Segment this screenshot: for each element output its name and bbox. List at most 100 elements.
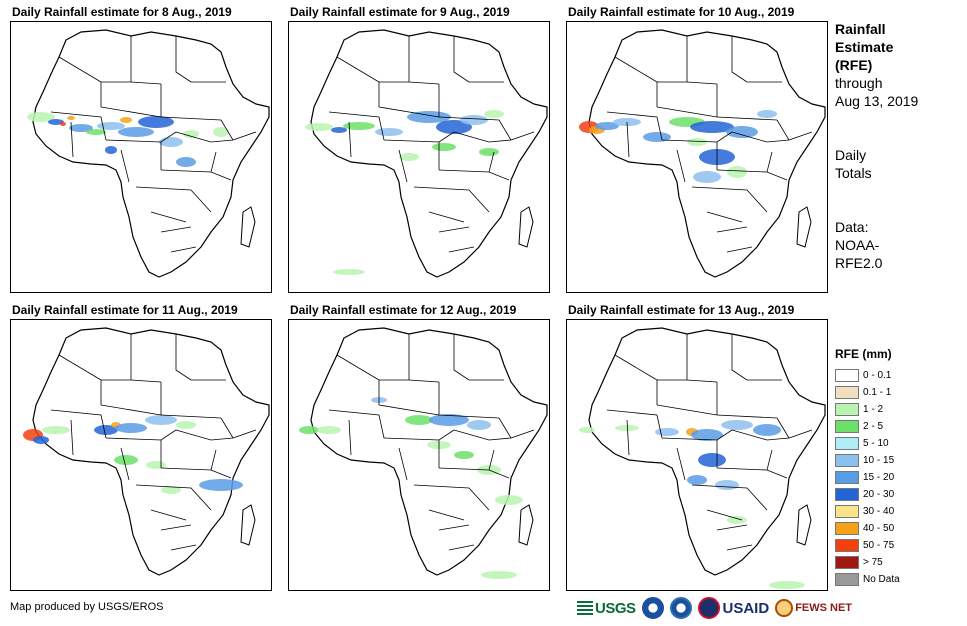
africa-coastline: [588, 327, 826, 576]
rainfall-map: [288, 21, 550, 293]
legend-swatch: [835, 471, 859, 484]
legend-item: 15 - 20: [835, 469, 960, 486]
madagascar-outline: [518, 206, 534, 248]
country-border: [453, 429, 512, 441]
country-border: [438, 414, 500, 419]
country-border: [438, 116, 500, 121]
rainfall-area: [33, 436, 49, 444]
country-border: [328, 111, 385, 141]
legend-item: 10 - 15: [835, 452, 960, 469]
legend-label: 10 - 15: [863, 455, 895, 466]
panel-5: Daily Rainfall estimate for 12 Aug., 201…: [288, 303, 550, 591]
totals-label: Daily Totals: [835, 146, 960, 182]
country-border: [706, 211, 743, 223]
africa-coastline: [32, 29, 270, 278]
rainfall-area: [176, 421, 196, 429]
legend-label: No Data: [863, 574, 900, 585]
rainfall-area: [105, 146, 117, 154]
rainfall-area: [432, 143, 456, 151]
country-border: [488, 151, 495, 173]
rainfall-area: [114, 455, 138, 465]
usaid-logo: USAID: [697, 597, 769, 619]
rainfall-area: [753, 424, 781, 436]
panel-4: Daily Rainfall estimate for 11 Aug., 201…: [10, 303, 272, 591]
legend-swatch: [835, 420, 859, 433]
country-border: [175, 131, 234, 143]
country-border: [210, 449, 217, 471]
country-border: [160, 226, 192, 233]
africa-map-svg: [23, 327, 270, 576]
legend-swatch: [835, 522, 859, 535]
madagascar-outline: [518, 504, 534, 546]
country-border: [428, 211, 465, 223]
rainfall-area: [643, 132, 671, 142]
rainfall-area: [333, 269, 365, 275]
country-border: [70, 419, 74, 456]
rainfall-area: [375, 128, 403, 136]
rainfall-area: [299, 426, 319, 434]
country-border: [726, 544, 753, 551]
rainfall-area: [399, 153, 419, 161]
legend-label: 15 - 20: [863, 472, 895, 483]
legend-label: 5 - 10: [863, 438, 889, 449]
rainfall-map: [10, 21, 272, 293]
rainfall-area: [305, 123, 333, 131]
country-border: [453, 131, 512, 143]
country-border: [378, 404, 440, 416]
country-border: [691, 186, 768, 213]
rainfall-area: [467, 420, 491, 430]
usgs-wave-icon: [577, 601, 593, 615]
rainfall-area: [615, 425, 639, 431]
credit-text: Map produced by USGS/EROS: [10, 601, 164, 613]
legend-label: 30 - 40: [863, 506, 895, 517]
legend-label: 0 - 0.1: [863, 370, 892, 381]
madagascar-outline: [240, 206, 256, 248]
country-border: [716, 116, 778, 121]
rainfall-area: [454, 451, 474, 459]
country-border: [731, 36, 748, 83]
legend-swatch: [835, 386, 859, 399]
rainfall-map: [566, 21, 828, 293]
rainfall-area: [118, 127, 154, 137]
madagascar-outline: [796, 504, 812, 546]
rainfall-area: [484, 110, 504, 118]
legend-item: No Data: [835, 571, 960, 588]
country-border: [656, 106, 718, 118]
panel-6: Daily Rainfall estimate for 13 Aug., 201…: [566, 303, 828, 591]
rainfall-area: [97, 122, 125, 130]
totals-line: Totals: [835, 165, 872, 181]
legend-label: 2 - 5: [863, 421, 884, 432]
legend-item: 0 - 0.1: [835, 367, 960, 384]
rainfall-area: [698, 453, 726, 467]
country-border: [453, 334, 470, 381]
country-border: [676, 149, 686, 183]
rainfall-area: [94, 425, 118, 435]
legend-item: 30 - 40: [835, 503, 960, 520]
rainfall-area: [86, 129, 106, 135]
country-border: [453, 36, 470, 83]
country-border: [448, 544, 475, 551]
rainfall-area: [769, 581, 805, 589]
country-border: [626, 419, 630, 456]
legend-swatch: [835, 437, 859, 450]
rainfall-area: [579, 427, 595, 433]
rainfall-area: [690, 121, 734, 133]
legend-swatch: [835, 369, 859, 382]
rainfall-area: [317, 426, 341, 434]
country-border: [716, 524, 748, 531]
country-border: [100, 106, 162, 118]
side-info: Rainfall Estimate (RFE) through Aug 13, …: [835, 20, 960, 272]
country-border: [328, 409, 385, 439]
africa-map-svg: [27, 29, 270, 278]
country-border: [210, 151, 217, 173]
rainfall-area: [405, 415, 433, 425]
rainfall-area: [343, 122, 375, 130]
fews-globe-icon: [775, 599, 794, 617]
rainfall-map: [10, 319, 272, 591]
legend-swatch: [835, 403, 859, 416]
country-border: [428, 509, 465, 521]
title-line: Estimate: [835, 39, 894, 55]
country-border: [706, 509, 743, 521]
country-border: [716, 226, 748, 233]
rainfall-area: [727, 166, 747, 178]
